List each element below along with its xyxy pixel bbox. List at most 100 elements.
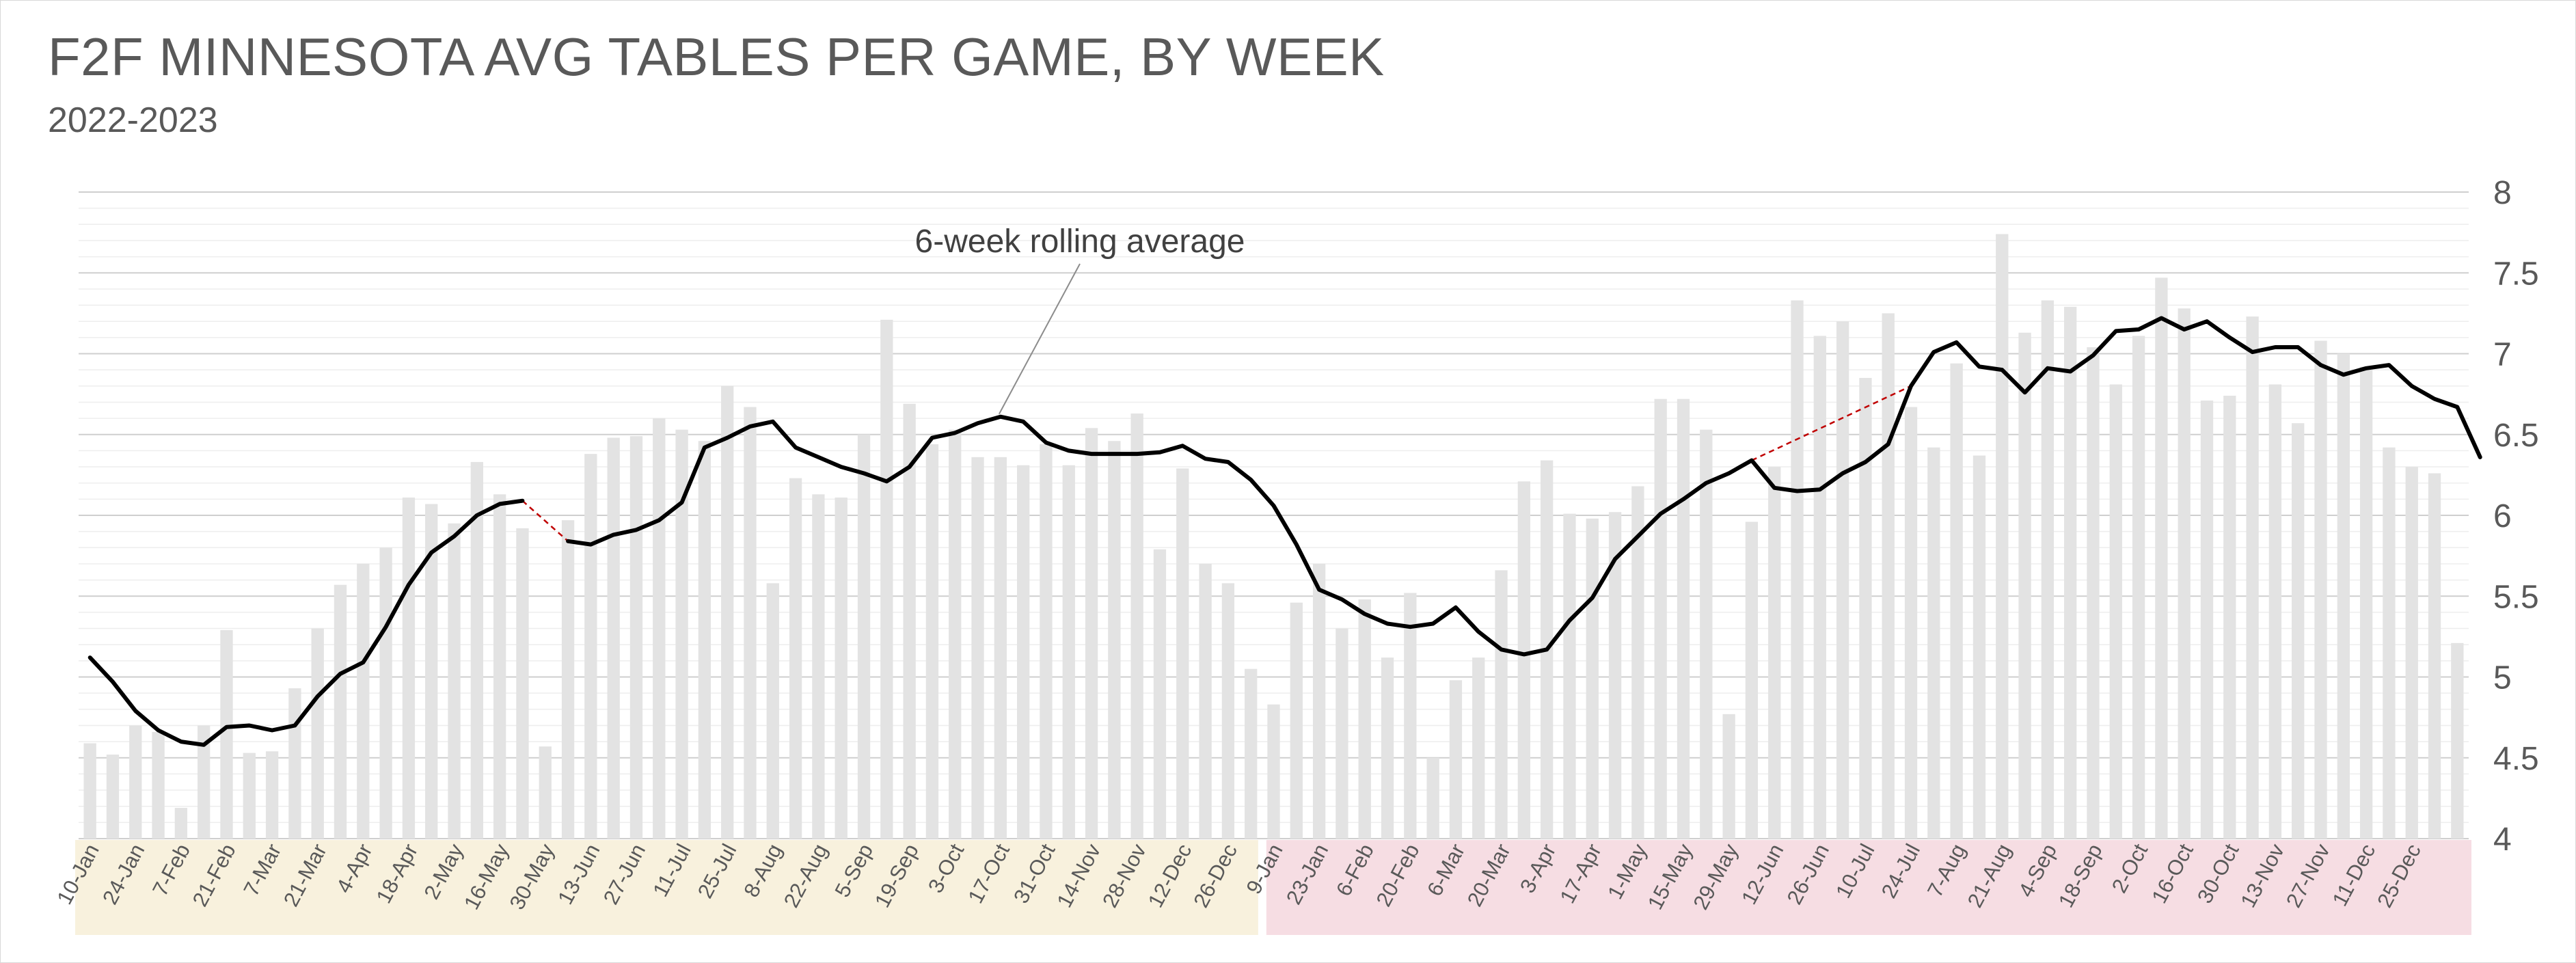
bar bbox=[1791, 300, 1804, 839]
bar bbox=[2428, 473, 2441, 839]
y-tick-label: 6.5 bbox=[2493, 418, 2539, 454]
bar bbox=[1859, 377, 1872, 839]
bar bbox=[857, 434, 871, 839]
bar bbox=[174, 808, 188, 839]
bar bbox=[106, 755, 120, 839]
bar bbox=[2314, 340, 2327, 839]
bar bbox=[1677, 398, 1690, 839]
band-2023 bbox=[1266, 840, 2471, 935]
bar bbox=[2155, 277, 2168, 839]
bar bbox=[243, 752, 256, 839]
bar bbox=[402, 497, 416, 839]
bar bbox=[766, 583, 779, 839]
bar bbox=[1950, 363, 1963, 839]
bar bbox=[1085, 428, 1098, 839]
rolling-average-line bbox=[87, 498, 525, 747]
bar bbox=[2200, 401, 2214, 839]
bar bbox=[1016, 465, 1030, 839]
bar bbox=[2064, 306, 2077, 839]
bar bbox=[698, 441, 711, 839]
annotation-label: 6-week rolling average bbox=[915, 223, 1245, 260]
chart-subtitle: 2022-2023 bbox=[48, 100, 218, 140]
bar bbox=[607, 437, 620, 839]
bar bbox=[1062, 465, 1075, 839]
bar bbox=[1358, 599, 1371, 839]
bar bbox=[1245, 668, 1258, 839]
bar bbox=[265, 751, 279, 839]
y-tick-label: 4.5 bbox=[2493, 741, 2539, 777]
bar bbox=[1813, 336, 1826, 839]
bar bbox=[744, 407, 757, 839]
bar bbox=[1586, 518, 1599, 839]
bar bbox=[925, 444, 939, 839]
bar bbox=[334, 584, 347, 839]
bar bbox=[1176, 468, 1189, 839]
bar bbox=[1972, 455, 1986, 839]
band-2022 bbox=[75, 840, 1258, 935]
bar bbox=[2018, 332, 2031, 839]
bar bbox=[1836, 321, 1849, 839]
bar bbox=[470, 461, 483, 839]
bar bbox=[2223, 395, 2236, 839]
bar bbox=[2337, 353, 2350, 839]
bar bbox=[561, 520, 575, 839]
bar bbox=[1768, 467, 1781, 839]
bar bbox=[1040, 444, 1053, 839]
bar bbox=[1996, 234, 2009, 839]
bar bbox=[835, 497, 848, 839]
y-tick-label: 4 bbox=[2493, 822, 2512, 858]
bar bbox=[1882, 313, 1895, 839]
bar bbox=[1336, 628, 1348, 839]
bar bbox=[288, 688, 301, 839]
bar bbox=[2292, 423, 2305, 839]
bar bbox=[1745, 521, 1759, 839]
bar bbox=[1472, 657, 1485, 839]
bar bbox=[2041, 300, 2055, 839]
bar bbox=[220, 629, 233, 839]
bar bbox=[675, 429, 688, 839]
bar bbox=[2109, 384, 2122, 839]
bar bbox=[812, 494, 825, 839]
y-tick-label: 7 bbox=[2493, 337, 2512, 373]
bar bbox=[880, 319, 893, 839]
bar bbox=[425, 504, 438, 839]
annotation-leader bbox=[998, 263, 1081, 415]
gap-dashed-line bbox=[521, 500, 569, 542]
bar bbox=[949, 429, 962, 839]
bar bbox=[2268, 384, 2282, 839]
bar bbox=[129, 725, 142, 839]
bar bbox=[1130, 413, 1143, 839]
bar bbox=[2132, 336, 2145, 839]
bar bbox=[1381, 657, 1394, 839]
bar bbox=[994, 457, 1007, 839]
bar bbox=[653, 418, 666, 839]
bar bbox=[1517, 481, 1531, 839]
y-tick-label: 6 bbox=[2493, 498, 2512, 534]
y-tick-label: 5.5 bbox=[2493, 579, 2539, 615]
bar bbox=[971, 457, 984, 839]
bar bbox=[539, 746, 552, 839]
y-tick-label: 7.5 bbox=[2493, 256, 2539, 292]
bar bbox=[2383, 447, 2396, 839]
bar bbox=[1153, 549, 1167, 839]
bar bbox=[83, 743, 96, 839]
bar bbox=[1722, 714, 1735, 839]
bar bbox=[448, 523, 461, 839]
bar bbox=[1495, 570, 1508, 839]
bar bbox=[903, 403, 916, 839]
y-tick-label: 8 bbox=[2493, 175, 2512, 211]
bar bbox=[2178, 308, 2191, 839]
bar bbox=[2087, 347, 2100, 839]
bar bbox=[2246, 316, 2259, 839]
bar bbox=[1312, 563, 1326, 839]
bar bbox=[198, 725, 211, 839]
chart-title: F2F MINNESOTA AVG TABLES PER GAME, BY WE… bbox=[48, 27, 1385, 87]
bar bbox=[1199, 563, 1212, 839]
bar bbox=[1700, 429, 1713, 839]
bar bbox=[1608, 512, 1622, 839]
bar bbox=[721, 385, 734, 839]
bar bbox=[311, 628, 324, 839]
bar bbox=[584, 454, 597, 839]
bar bbox=[629, 436, 643, 839]
